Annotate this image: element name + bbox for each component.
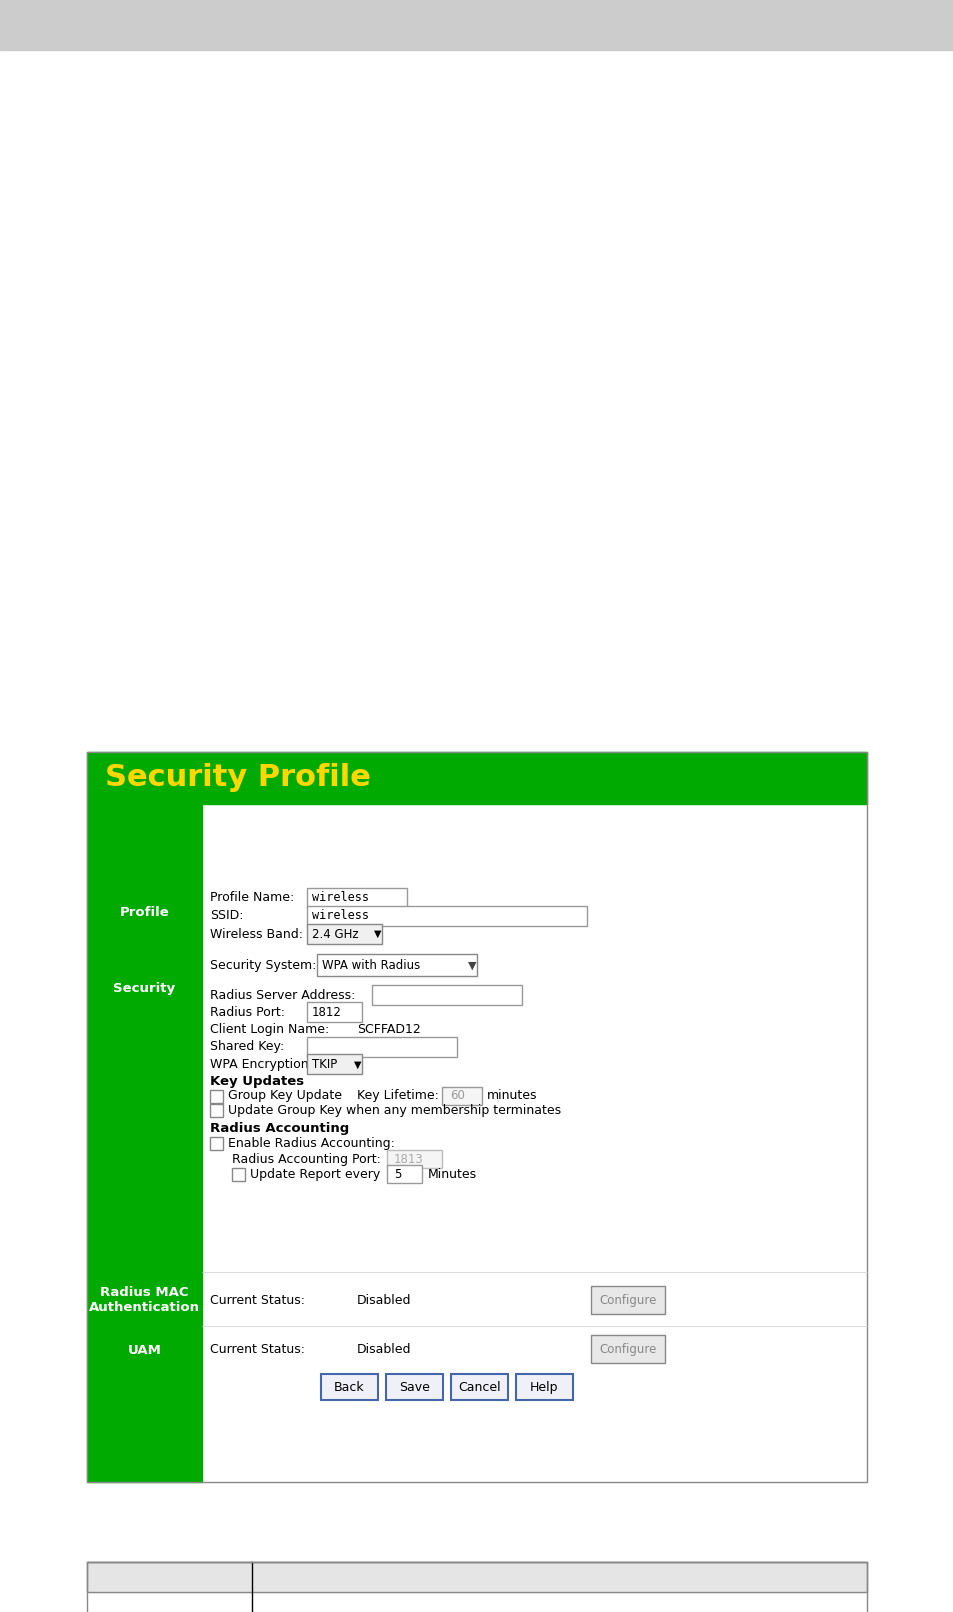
FancyBboxPatch shape	[320, 1373, 377, 1401]
FancyBboxPatch shape	[372, 985, 521, 1006]
Text: Radius Accounting: Radius Accounting	[210, 1122, 349, 1135]
Text: Current Status:: Current Status:	[210, 1343, 305, 1356]
Bar	[210, 1104, 223, 1117]
Bar	[441, 1086, 481, 1104]
Text: ▼: ▼	[374, 929, 381, 940]
Text: Update Report every: Update Report every	[250, 1167, 380, 1180]
FancyBboxPatch shape	[307, 1054, 361, 1074]
Text: Update Group Key when any membership terminates: Update Group Key when any membership ter…	[228, 1104, 560, 1117]
FancyBboxPatch shape	[516, 1373, 573, 1401]
Text: Minutes: Minutes	[428, 1167, 476, 1180]
Text: SCFFAD12: SCFFAD12	[356, 1024, 420, 1037]
Text: Key Updates: Key Updates	[210, 1075, 304, 1088]
FancyBboxPatch shape	[307, 924, 381, 945]
Text: Enable Radius Accounting:: Enable Radius Accounting:	[228, 1136, 395, 1149]
Text: Security: Security	[113, 982, 175, 995]
Text: Back: Back	[334, 1380, 364, 1394]
Text: Configure: Configure	[598, 1343, 656, 1356]
Text: Save: Save	[398, 1380, 430, 1394]
Text: Radius Server Address:: Radius Server Address:	[210, 988, 355, 1001]
Text: Profile: Profile	[119, 906, 170, 919]
FancyBboxPatch shape	[307, 888, 407, 908]
Text: Cancel: Cancel	[457, 1380, 500, 1394]
Text: Wireless Band:: Wireless Band:	[210, 927, 303, 941]
FancyBboxPatch shape	[451, 1373, 507, 1401]
Text: 5: 5	[394, 1167, 401, 1180]
FancyBboxPatch shape	[316, 954, 476, 977]
Bar	[0, 0, 953, 50]
FancyBboxPatch shape	[590, 1286, 664, 1314]
Text: Current Status:: Current Status:	[210, 1294, 305, 1307]
Bar	[210, 1136, 223, 1149]
Text: Disabled: Disabled	[356, 1294, 411, 1307]
Bar	[387, 1151, 441, 1169]
FancyBboxPatch shape	[307, 906, 586, 925]
Text: Group Key Update: Group Key Update	[228, 1090, 341, 1103]
Text: Profile Name:: Profile Name:	[210, 891, 294, 904]
Bar	[87, 753, 866, 1481]
Text: Security Profile: Security Profile	[105, 764, 371, 793]
Text: Security System:: Security System:	[210, 959, 316, 972]
Bar	[87, 804, 866, 1481]
FancyBboxPatch shape	[307, 1003, 361, 1022]
Text: 1813: 1813	[394, 1153, 423, 1165]
Text: 60: 60	[450, 1090, 464, 1103]
Text: Radius MAC
Authentication: Radius MAC Authentication	[89, 1286, 200, 1314]
Text: SSID:: SSID:	[210, 909, 243, 922]
Text: Shared Key:: Shared Key:	[210, 1040, 284, 1053]
Text: wireless: wireless	[312, 909, 369, 922]
Text: wireless: wireless	[312, 891, 369, 904]
Bar	[210, 1090, 223, 1103]
Bar	[87, 1562, 866, 1593]
Text: Radius Port:: Radius Port:	[210, 1006, 285, 1019]
Text: Help: Help	[530, 1380, 558, 1394]
Text: minutes: minutes	[486, 1090, 537, 1103]
Text: Key Lifetime:: Key Lifetime:	[356, 1090, 438, 1103]
Text: 2.4 GHz: 2.4 GHz	[312, 927, 358, 941]
Text: Radius Accounting Port:: Radius Accounting Port:	[232, 1153, 380, 1165]
FancyBboxPatch shape	[386, 1373, 442, 1401]
Text: ▼: ▼	[468, 961, 476, 970]
Text: Client Login Name:: Client Login Name:	[210, 1024, 329, 1037]
Text: Configure: Configure	[598, 1294, 656, 1307]
Text: Disabled: Disabled	[356, 1343, 411, 1356]
FancyBboxPatch shape	[307, 1037, 456, 1057]
Bar	[232, 1169, 245, 1182]
Bar	[387, 1165, 421, 1183]
Text: UAM: UAM	[128, 1344, 161, 1357]
Bar	[87, 804, 202, 1481]
Text: TKIP: TKIP	[312, 1057, 337, 1070]
Text: WPA Encryption:: WPA Encryption:	[210, 1057, 313, 1070]
Bar	[87, 753, 866, 804]
Text: 1812: 1812	[312, 1006, 341, 1019]
Text: ▼: ▼	[354, 1059, 361, 1069]
Bar	[87, 1562, 866, 1612]
Text: WPA with Radius: WPA with Radius	[322, 959, 420, 972]
FancyBboxPatch shape	[590, 1335, 664, 1364]
Bar	[87, 1562, 866, 1593]
